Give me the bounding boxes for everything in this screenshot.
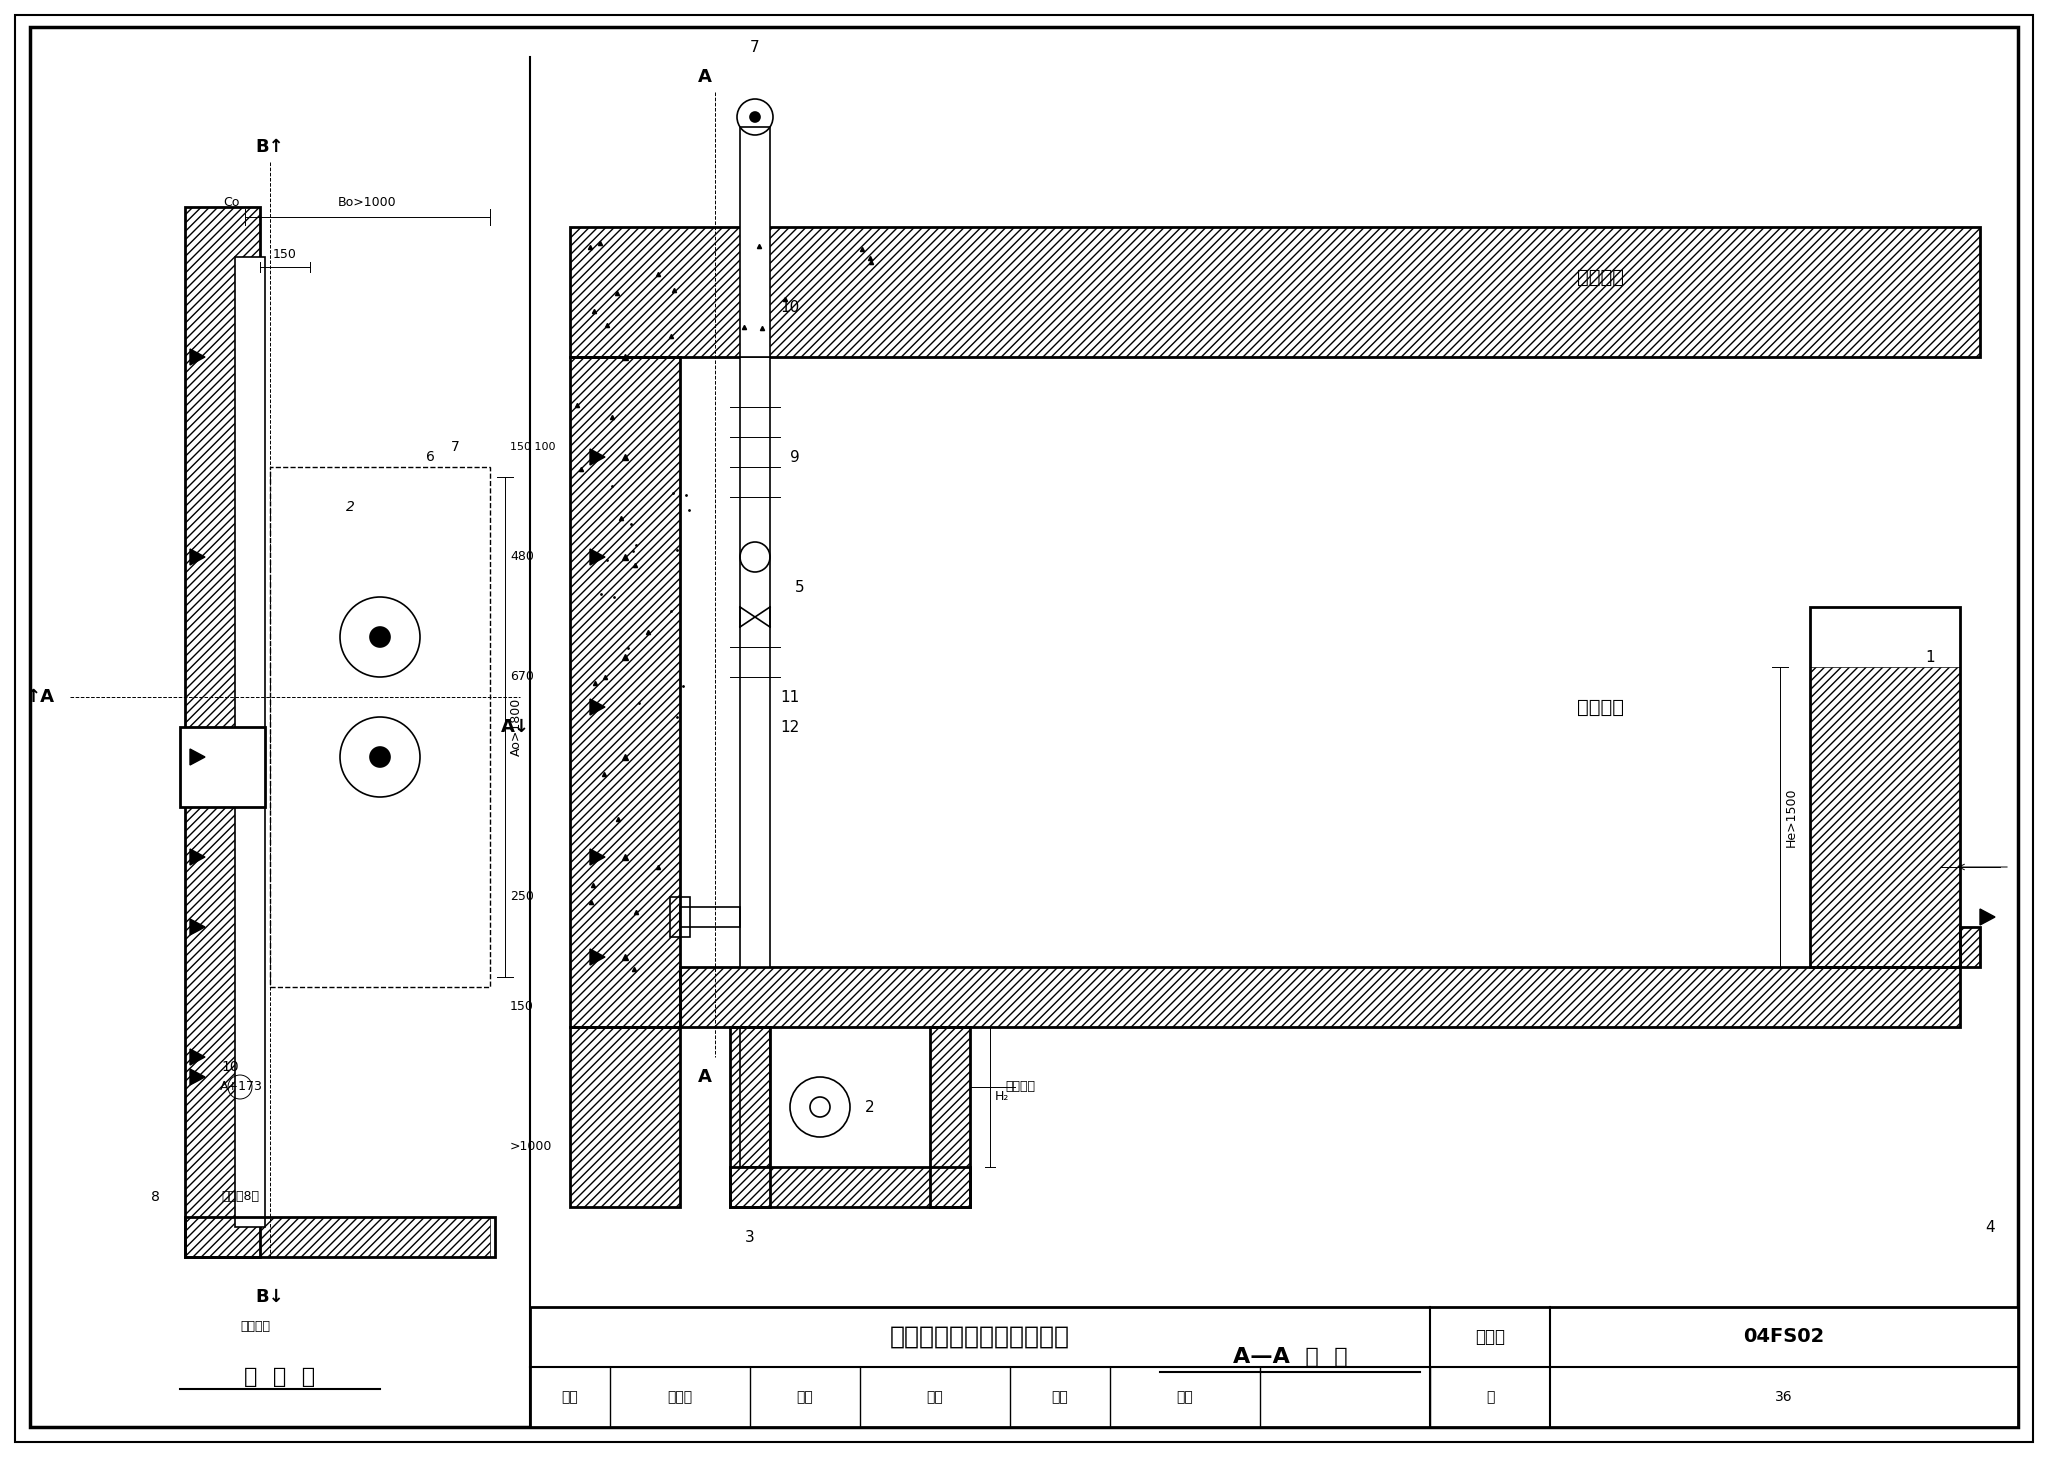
Text: 5: 5 — [795, 580, 805, 594]
Text: 详见第8页: 详见第8页 — [221, 1190, 258, 1203]
Text: 审核: 审核 — [561, 1390, 578, 1405]
Text: 4: 4 — [1985, 1220, 1995, 1234]
Bar — [739, 357, 770, 967]
Text: He>1500: He>1500 — [1786, 787, 1798, 847]
Text: 人防内部: 人防内部 — [1577, 698, 1624, 717]
Bar — [569, 1027, 680, 1206]
Text: A: A — [698, 68, 713, 86]
Text: 11: 11 — [780, 689, 799, 705]
Text: 7: 7 — [451, 440, 459, 455]
Bar — [236, 256, 264, 1227]
Bar — [739, 1027, 770, 1167]
Text: A+173: A+173 — [219, 1081, 262, 1094]
Polygon shape — [930, 1027, 971, 1206]
Text: B↓: B↓ — [256, 1288, 285, 1305]
Polygon shape — [590, 949, 604, 965]
Bar — [930, 1027, 971, 1206]
Text: 8: 8 — [152, 1190, 160, 1203]
Text: 670: 670 — [510, 670, 535, 683]
Text: 36: 36 — [1776, 1390, 1792, 1405]
Text: 9: 9 — [791, 450, 801, 465]
Polygon shape — [590, 549, 604, 565]
Text: H₂: H₂ — [995, 1090, 1010, 1103]
Bar — [739, 127, 770, 357]
Text: 480: 480 — [510, 551, 535, 564]
Polygon shape — [569, 227, 1980, 357]
Text: A—A  剖  面: A—A 剖 面 — [1233, 1348, 1348, 1367]
Polygon shape — [590, 849, 604, 865]
Text: 10: 10 — [221, 1061, 240, 1074]
Polygon shape — [569, 357, 680, 1027]
Polygon shape — [190, 919, 205, 935]
Polygon shape — [590, 449, 604, 465]
Text: 任放: 任放 — [1178, 1390, 1194, 1405]
Polygon shape — [1960, 927, 1980, 967]
Polygon shape — [590, 699, 604, 715]
Text: 人防外部: 人防外部 — [1577, 268, 1624, 287]
Bar — [1960, 927, 1980, 967]
Polygon shape — [190, 1069, 205, 1085]
Bar — [530, 1307, 2017, 1426]
Bar — [680, 967, 1960, 1027]
Polygon shape — [190, 849, 205, 865]
Polygon shape — [569, 1027, 680, 1206]
Polygon shape — [729, 1027, 770, 1206]
Bar — [729, 1027, 770, 1206]
Text: 最低水位: 最低水位 — [1006, 1081, 1034, 1094]
Text: 设计: 设计 — [1051, 1390, 1069, 1405]
Text: A: A — [698, 1068, 713, 1085]
Polygon shape — [1980, 909, 1995, 925]
Text: 1: 1 — [1925, 650, 1935, 664]
Text: Co: Co — [223, 195, 240, 208]
Text: 2: 2 — [346, 500, 354, 514]
Text: 校对: 校对 — [797, 1390, 813, 1405]
Text: 150 100: 150 100 — [510, 441, 555, 452]
Bar — [1810, 608, 1960, 967]
Circle shape — [371, 627, 389, 647]
Text: 3: 3 — [745, 1230, 756, 1244]
Polygon shape — [190, 749, 205, 765]
Bar — [184, 1217, 496, 1257]
Text: 2: 2 — [864, 1100, 874, 1115]
Bar — [270, 468, 489, 986]
Text: 许为民: 许为民 — [668, 1390, 692, 1405]
Polygon shape — [184, 207, 260, 1257]
Text: ↑A: ↑A — [27, 688, 55, 707]
Text: Bo>1000: Bo>1000 — [338, 195, 397, 208]
Text: 250: 250 — [510, 890, 535, 903]
Bar — [680, 908, 739, 927]
Text: 污水提升排水出口图（一）: 污水提升排水出口图（一） — [891, 1324, 1069, 1349]
Text: 7: 7 — [750, 39, 760, 54]
Text: A↓: A↓ — [500, 718, 530, 736]
Text: >1000: >1000 — [510, 1141, 553, 1154]
Bar — [180, 727, 264, 807]
Text: 郭郁: 郭郁 — [926, 1390, 944, 1405]
Bar — [184, 207, 260, 1257]
Text: 04FS02: 04FS02 — [1743, 1327, 1825, 1346]
Polygon shape — [190, 350, 205, 366]
Text: 排至室外: 排至室外 — [240, 1320, 270, 1333]
Text: Ao>1800: Ao>1800 — [510, 698, 522, 756]
Text: 10: 10 — [780, 300, 799, 315]
Bar — [569, 227, 1980, 357]
Text: 页: 页 — [1485, 1390, 1495, 1405]
Text: 6: 6 — [426, 450, 434, 463]
Text: B↑: B↑ — [256, 138, 285, 156]
Polygon shape — [190, 549, 205, 565]
Bar — [569, 357, 680, 1027]
Bar — [729, 1167, 971, 1206]
Polygon shape — [680, 967, 1960, 1027]
Polygon shape — [184, 1217, 489, 1257]
Text: 150: 150 — [272, 249, 297, 261]
Text: 图集号: 图集号 — [1475, 1327, 1505, 1346]
Polygon shape — [729, 1167, 971, 1206]
Polygon shape — [1810, 667, 1960, 967]
Circle shape — [371, 747, 389, 766]
Text: 12: 12 — [780, 720, 799, 734]
Polygon shape — [190, 1049, 205, 1065]
Text: 平  面  图: 平 面 图 — [244, 1367, 315, 1387]
Text: 150: 150 — [510, 1001, 535, 1014]
Circle shape — [750, 112, 760, 122]
Bar — [670, 898, 690, 937]
